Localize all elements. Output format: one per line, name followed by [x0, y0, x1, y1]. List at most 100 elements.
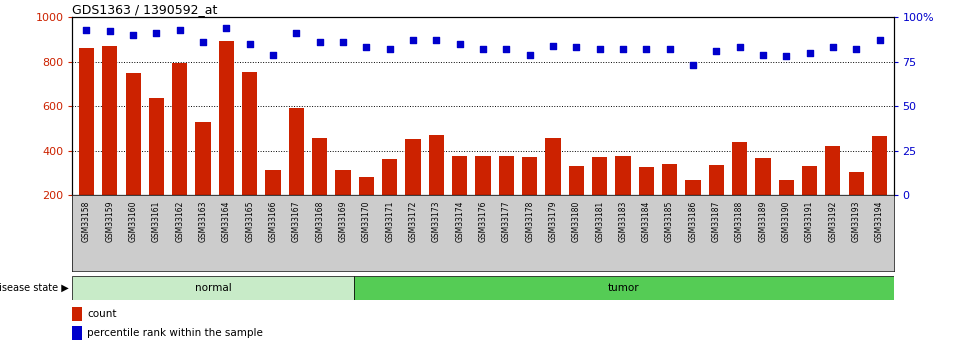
Point — [592, 47, 608, 52]
Text: GSM33173: GSM33173 — [432, 201, 440, 243]
Text: count: count — [87, 309, 117, 319]
Bar — [592, 157, 608, 239]
Bar — [289, 108, 304, 239]
Text: GDS1363 / 1390592_at: GDS1363 / 1390592_at — [72, 3, 217, 16]
Text: GSM33194: GSM33194 — [875, 201, 884, 243]
Bar — [755, 158, 771, 239]
Text: GSM33169: GSM33169 — [338, 201, 348, 243]
Point — [498, 47, 514, 52]
Point — [312, 39, 327, 45]
Text: GSM33163: GSM33163 — [199, 201, 208, 243]
Point — [172, 27, 187, 32]
Text: GSM33185: GSM33185 — [666, 201, 674, 243]
Point — [218, 25, 234, 31]
Text: GSM33161: GSM33161 — [152, 201, 161, 243]
Point — [848, 47, 864, 52]
Bar — [219, 41, 234, 239]
Point — [452, 41, 468, 47]
Point — [685, 62, 700, 68]
Bar — [358, 177, 374, 239]
Text: GSM33164: GSM33164 — [222, 201, 231, 243]
Point — [289, 30, 304, 36]
Point — [102, 29, 118, 34]
Bar — [522, 157, 537, 239]
Text: GSM33183: GSM33183 — [618, 201, 628, 243]
Point — [358, 45, 374, 50]
Point — [872, 38, 888, 43]
Text: GSM33171: GSM33171 — [385, 201, 394, 243]
Bar — [312, 138, 327, 239]
Text: GSM33179: GSM33179 — [549, 201, 557, 243]
Text: GSM33192: GSM33192 — [829, 201, 838, 243]
Text: GSM33188: GSM33188 — [735, 201, 744, 242]
Text: GSM33180: GSM33180 — [572, 201, 581, 243]
Text: GSM33178: GSM33178 — [526, 201, 534, 243]
Bar — [872, 136, 887, 239]
Bar — [195, 122, 211, 239]
Text: GSM33158: GSM33158 — [82, 201, 91, 243]
Bar — [779, 180, 794, 239]
Bar — [615, 156, 631, 239]
Bar — [72, 326, 82, 339]
Text: GSM33181: GSM33181 — [595, 201, 604, 242]
Text: GSM33176: GSM33176 — [478, 201, 488, 243]
Bar — [429, 135, 444, 239]
Text: GSM33189: GSM33189 — [758, 201, 767, 243]
Bar — [662, 164, 677, 239]
Bar — [383, 159, 397, 239]
Bar — [406, 139, 420, 239]
Bar — [849, 171, 864, 239]
Point — [779, 53, 794, 59]
Point — [78, 27, 94, 32]
Text: GSM33160: GSM33160 — [128, 201, 137, 243]
Point — [406, 38, 421, 43]
Text: tumor: tumor — [608, 283, 639, 293]
Text: GSM33172: GSM33172 — [409, 201, 417, 243]
Text: GSM33174: GSM33174 — [455, 201, 465, 243]
Bar — [685, 180, 700, 239]
Point — [755, 52, 771, 57]
Text: GSM33184: GSM33184 — [641, 201, 651, 243]
Point — [429, 38, 444, 43]
Point — [335, 39, 351, 45]
Text: GSM33186: GSM33186 — [689, 201, 697, 243]
Bar — [172, 63, 187, 239]
Text: GSM33166: GSM33166 — [269, 201, 277, 243]
Point — [708, 48, 724, 54]
Bar — [802, 166, 817, 239]
Bar — [498, 156, 514, 239]
Text: GSM33159: GSM33159 — [105, 201, 114, 243]
Text: percentile rank within the sample: percentile rank within the sample — [87, 328, 263, 338]
Bar — [102, 46, 117, 239]
Text: GSM33167: GSM33167 — [292, 201, 300, 243]
Bar — [709, 165, 724, 239]
Bar — [569, 166, 583, 239]
Bar — [639, 167, 654, 239]
Point — [382, 47, 397, 52]
Text: GSM33187: GSM33187 — [712, 201, 721, 243]
Bar — [266, 170, 281, 239]
Bar — [354, 276, 894, 300]
Text: GSM33193: GSM33193 — [852, 201, 861, 243]
Bar — [732, 141, 747, 239]
Bar — [335, 170, 351, 239]
Point — [149, 30, 164, 36]
Point — [126, 32, 141, 38]
Point — [266, 52, 281, 57]
Point — [639, 47, 654, 52]
Bar — [546, 138, 560, 239]
Text: GSM33162: GSM33162 — [175, 201, 185, 243]
Point — [662, 47, 677, 52]
Point — [569, 45, 584, 50]
Text: GSM33191: GSM33191 — [805, 201, 814, 243]
Point — [825, 45, 840, 50]
Bar — [79, 48, 94, 239]
Bar — [72, 276, 354, 300]
Bar — [475, 156, 491, 239]
Text: normal: normal — [195, 283, 232, 293]
Point — [242, 41, 258, 47]
Bar — [126, 73, 141, 239]
Point — [802, 50, 817, 56]
Bar — [72, 307, 82, 321]
Text: GSM33190: GSM33190 — [781, 201, 791, 243]
